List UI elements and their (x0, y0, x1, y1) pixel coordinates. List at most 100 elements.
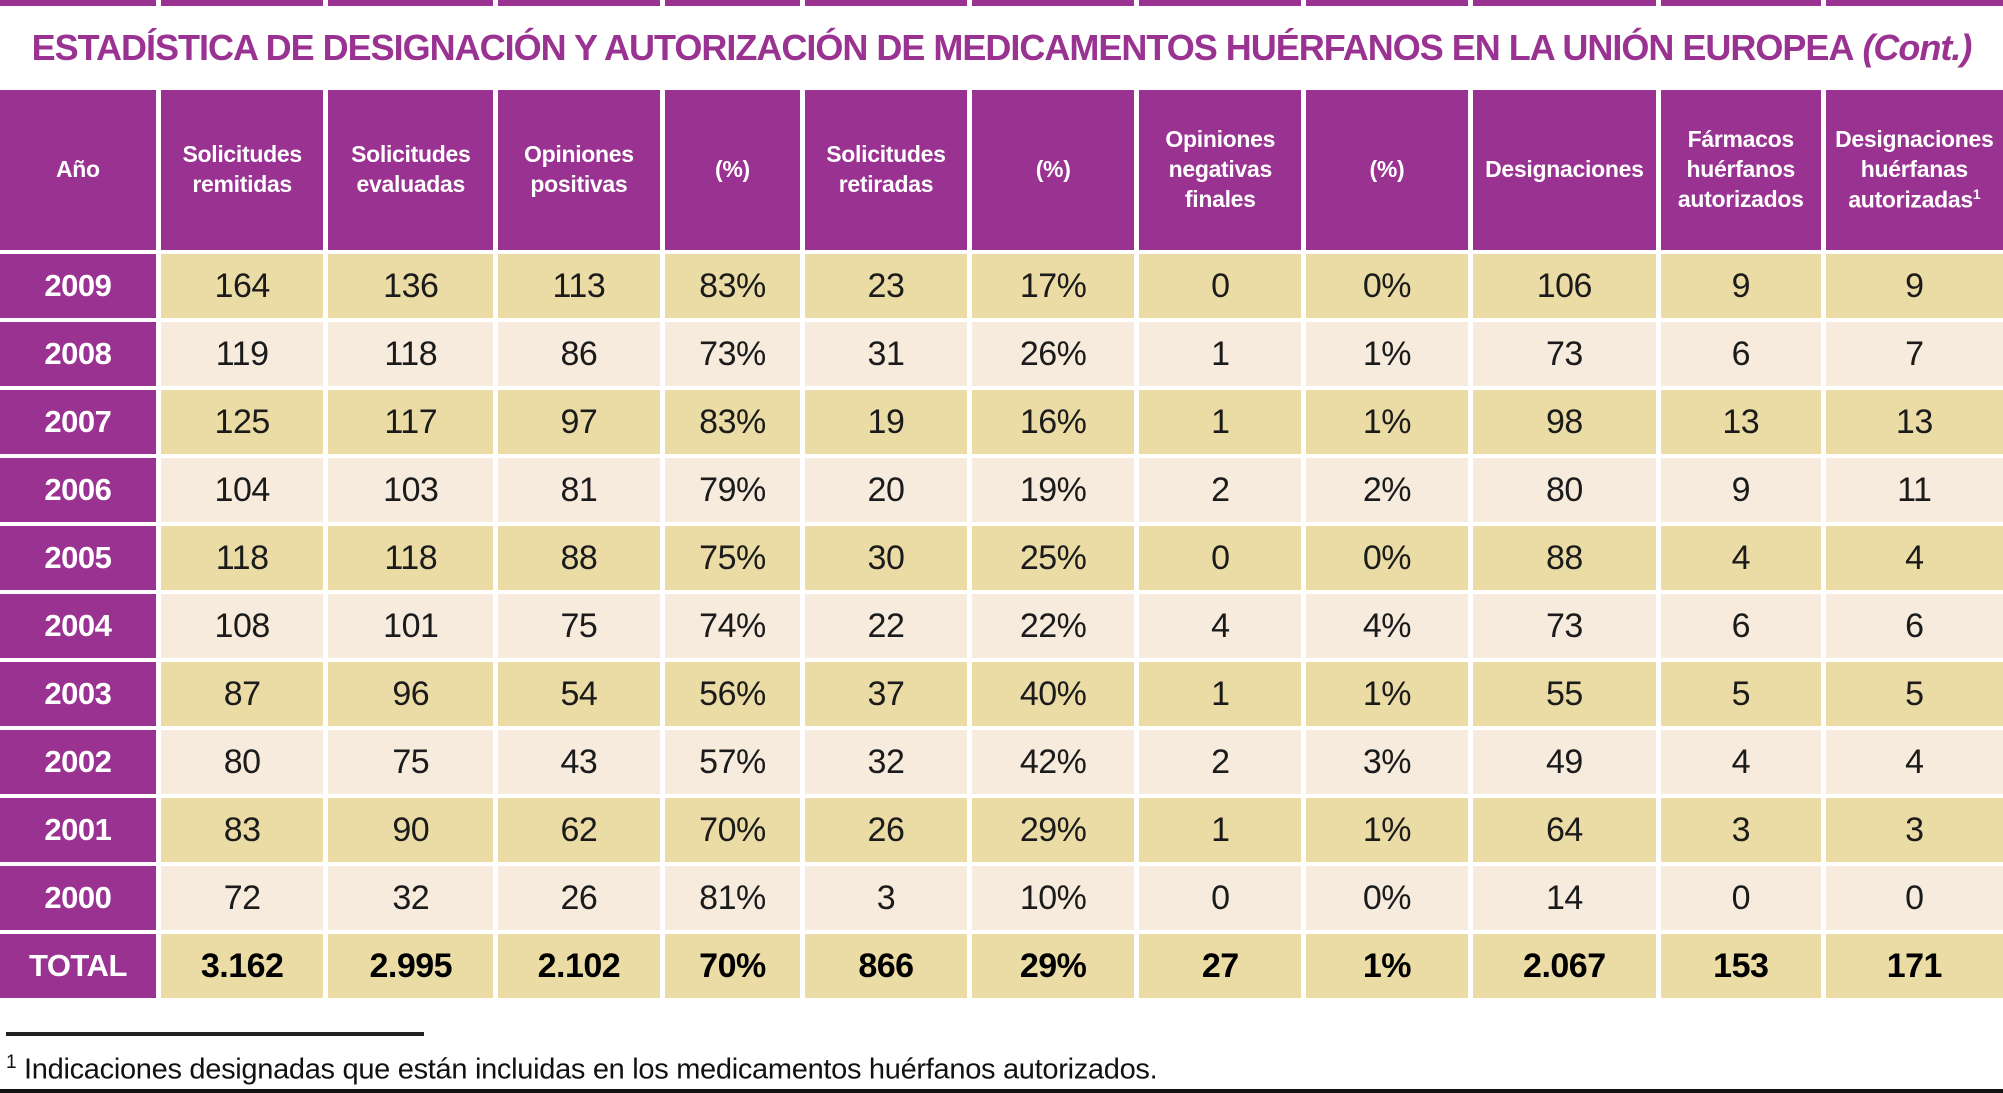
data-cell: 70% (664, 798, 801, 862)
data-cell: 80 (1472, 458, 1656, 522)
col-header-opiniones-negativas-finales: Opiniones negativas finales (1139, 90, 1302, 250)
top-border-cell (1306, 0, 1468, 6)
data-cell: 3.162 (160, 934, 324, 998)
col-header-solicitudes-remitidas: Solicitudes remitidas (160, 90, 324, 250)
data-cell: 5 (1825, 662, 2003, 726)
data-cell: 0% (1306, 526, 1468, 590)
col-header-ano: Año (0, 90, 156, 250)
top-border-cell (328, 0, 494, 6)
col-header-label: Opiniones negativas finales (1165, 126, 1276, 212)
data-cell: 113 (498, 254, 660, 318)
col-header-solicitudes-retiradas: Solicitudes retiradas (805, 90, 967, 250)
table-row: 2004 108 101 75 74% 22 22% 4 4% 73 6 6 (0, 594, 2003, 658)
data-cell: 80 (160, 730, 324, 794)
data-cell: 75% (664, 526, 801, 590)
year-cell: 2007 (0, 390, 156, 454)
data-cell: 2.067 (1472, 934, 1656, 998)
top-border-cell (664, 0, 801, 6)
data-cell: 171 (1825, 934, 2003, 998)
year-cell: TOTAL (0, 934, 156, 998)
col-header-label: (%) (1369, 156, 1405, 183)
data-cell: 72 (160, 866, 324, 930)
data-cell: 103 (328, 458, 494, 522)
data-cell: 7 (1825, 322, 2003, 386)
year-cell: 2001 (0, 798, 156, 862)
data-cell: 73 (1472, 322, 1656, 386)
data-cell: 64 (1472, 798, 1656, 862)
data-cell: 74% (664, 594, 801, 658)
data-cell: 136 (328, 254, 494, 318)
data-cell: 11 (1825, 458, 2003, 522)
data-cell: 118 (328, 322, 494, 386)
col-header-label: Solicitudes remitidas (182, 141, 302, 197)
col-header-opiniones-positivas: Opiniones positivas (498, 90, 660, 250)
data-cell: 9 (1660, 254, 1821, 318)
col-header-label: Solicitudes evaluadas (351, 141, 471, 197)
col-header-pct-positivas: (%) (664, 90, 801, 250)
col-header-farmacos-huerfanos-autorizados: Fármacos huérfanos autorizados (1660, 90, 1821, 250)
data-cell: 118 (328, 526, 494, 590)
data-cell: 29% (971, 934, 1135, 998)
data-cell: 1 (1139, 390, 1302, 454)
title-band: ESTADÍSTICA DE DESIGNACIÓN Y AUTORIZACIÓ… (0, 10, 2003, 86)
footnote-separator-line (6, 1032, 424, 1036)
data-cell: 108 (160, 594, 324, 658)
table-row: 2000 72 32 26 81% 3 10% 0 0% 14 0 0 (0, 866, 2003, 930)
year-cell: 2003 (0, 662, 156, 726)
data-cell: 26% (971, 322, 1135, 386)
data-cell: 1 (1139, 798, 1302, 862)
table-row: 2007 125 117 97 83% 19 16% 1 1% 98 13 13 (0, 390, 2003, 454)
data-cell: 0 (1139, 254, 1302, 318)
table-row: 2001 83 90 62 70% 26 29% 1 1% 64 3 3 (0, 798, 2003, 862)
data-cell: 37 (805, 662, 967, 726)
data-cell: 4 (1825, 730, 2003, 794)
col-header-designaciones: Designaciones (1472, 90, 1656, 250)
top-border-cell (1472, 0, 1656, 6)
col-header-solicitudes-evaluadas: Solicitudes evaluadas (328, 90, 494, 250)
col-header-footnote-marker: 1 (1972, 185, 1981, 202)
top-border-cell (1139, 0, 1302, 6)
col-header-label: Designaciones (1485, 156, 1644, 183)
footnote-text: Indicaciones designadas que están inclui… (16, 1053, 1158, 1086)
data-cell: 2 (1139, 458, 1302, 522)
page-bottom-border (0, 1089, 2003, 1093)
col-header-pct-negativas: (%) (1306, 90, 1468, 250)
data-cell: 19% (971, 458, 1135, 522)
top-border-cell (971, 0, 1135, 6)
top-border-cell (805, 0, 967, 6)
data-cell: 104 (160, 458, 324, 522)
data-cell: 98 (1472, 390, 1656, 454)
page-title: ESTADÍSTICA DE DESIGNACIÓN Y AUTORIZACIÓ… (32, 27, 1973, 68)
data-cell: 101 (328, 594, 494, 658)
year-cell: 2005 (0, 526, 156, 590)
col-header-label: (%) (715, 156, 750, 183)
data-cell: 1 (1139, 322, 1302, 386)
col-header-label: Año (56, 156, 100, 183)
data-cell: 25% (971, 526, 1135, 590)
col-header-label: Solicitudes retiradas (826, 141, 946, 197)
data-cell: 42% (971, 730, 1135, 794)
data-cell: 16% (971, 390, 1135, 454)
data-cell: 118 (160, 526, 324, 590)
data-cell: 3% (1306, 730, 1468, 794)
top-border-cell (1825, 0, 2003, 6)
page-title-cont: (Cont.) (1853, 27, 1972, 68)
data-cell: 164 (160, 254, 324, 318)
data-cell: 30 (805, 526, 967, 590)
top-border-cell (1660, 0, 1821, 6)
data-cell: 97 (498, 390, 660, 454)
data-cell: 87 (160, 662, 324, 726)
data-cell: 4% (1306, 594, 1468, 658)
data-cell: 1% (1306, 390, 1468, 454)
top-border-cell (160, 0, 324, 6)
data-cell: 10% (971, 866, 1135, 930)
footnote-marker: 1 (6, 1052, 17, 1073)
data-cell: 22 (805, 594, 967, 658)
year-cell: 2006 (0, 458, 156, 522)
data-cell: 75 (498, 594, 660, 658)
data-cell: 125 (160, 390, 324, 454)
table-row: 2008 119 118 86 73% 31 26% 1 1% 73 6 7 (0, 322, 2003, 386)
data-cell: 866 (805, 934, 967, 998)
col-header-label: Designaciones huérfanas autorizadas (1835, 125, 1994, 213)
data-cell: 83% (664, 254, 801, 318)
